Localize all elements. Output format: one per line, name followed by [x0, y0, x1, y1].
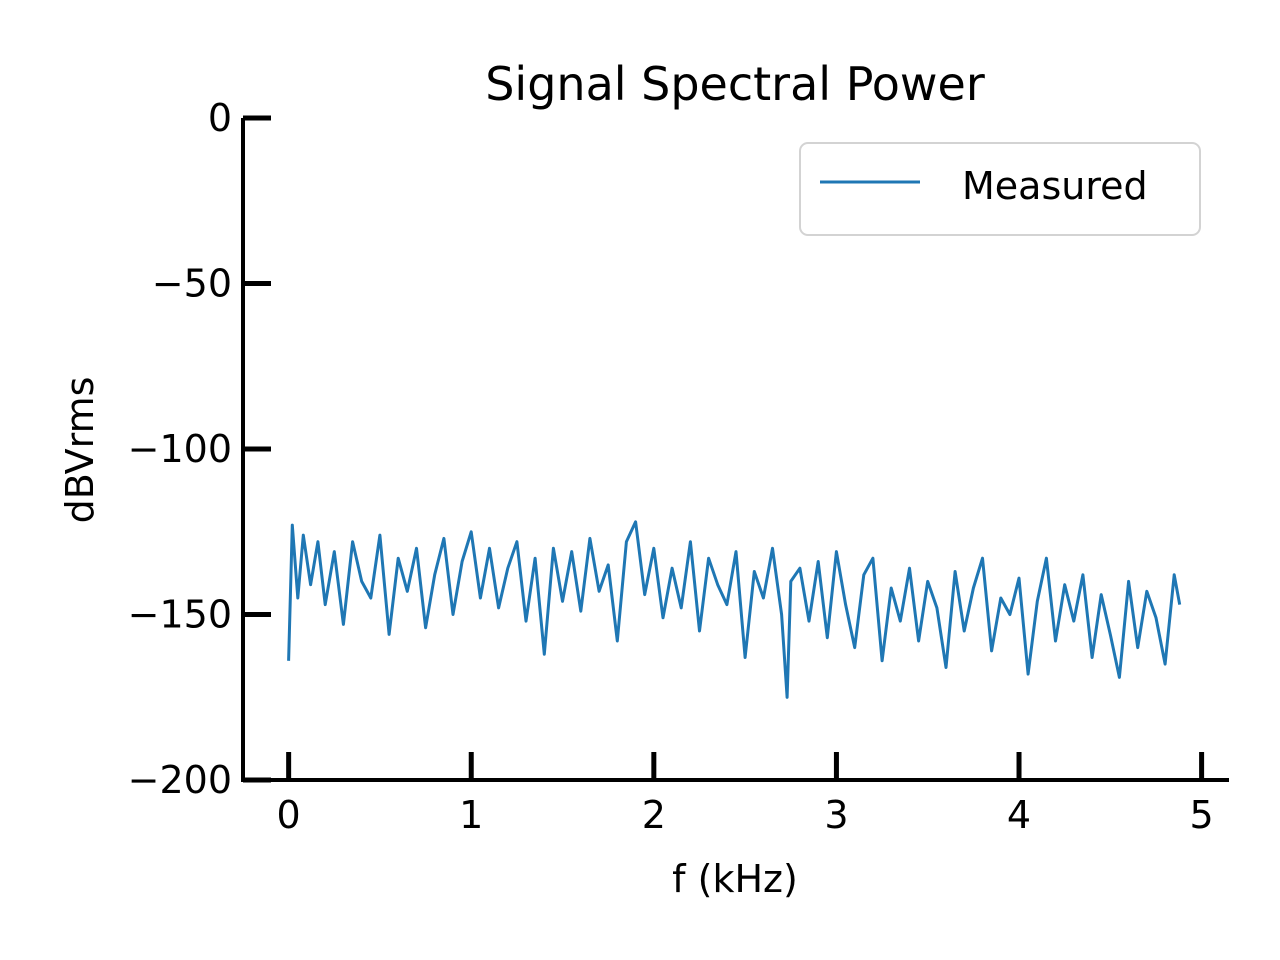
y-tick-label: −150 — [128, 593, 232, 637]
y-ticks: 0 −50 −100 −150 −200 — [128, 96, 271, 802]
x-tick-label: 4 — [1007, 793, 1031, 837]
series-group — [287, 520, 1182, 699]
x-tick-label: 1 — [459, 793, 483, 837]
x-tick-label: 2 — [642, 793, 666, 837]
y-tick-label: −100 — [128, 427, 232, 471]
legend-label-measured: Measured — [962, 164, 1148, 208]
x-ticks: 0 1 2 3 4 5 — [277, 752, 1214, 837]
y-tick-label: 0 — [208, 96, 232, 140]
y-tick-label: −200 — [128, 758, 232, 802]
legend: Measured — [799, 142, 1201, 236]
x-tick-label: 3 — [824, 793, 848, 837]
legend-box — [799, 142, 1201, 236]
x-tick-label: 0 — [277, 793, 301, 837]
chart-title: Signal Spectral Power — [485, 57, 985, 111]
series-line-measured — [287, 520, 1182, 699]
y-tick-label: −50 — [152, 262, 232, 306]
y-axis-label: dBVrms — [58, 377, 102, 524]
x-tick-label: 5 — [1190, 793, 1214, 837]
x-axis-label: f (kHz) — [672, 857, 798, 901]
